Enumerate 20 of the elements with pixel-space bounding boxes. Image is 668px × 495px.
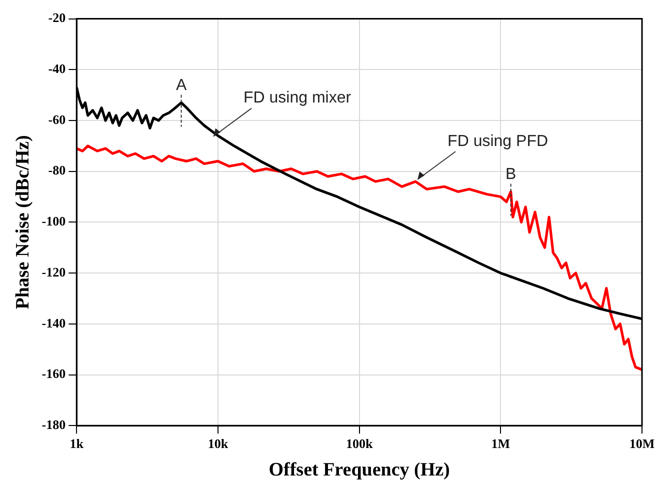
annotation: A [176,77,187,94]
x-tick-label: 10M [629,436,655,451]
y-tick-label: -180 [42,416,66,432]
x-tick-label: 1M [491,436,510,451]
x-tick-label: 10k [208,436,229,451]
y-tick-label: -20 [48,10,66,26]
x-axis-title: Offset Frequency (Hz) [268,460,450,481]
annotation: FD using mixer [244,90,352,107]
annotation: FD using PFD [448,132,548,150]
y-tick-label: -100 [42,214,66,229]
y-tick-label: -40 [48,61,66,76]
y-axis-title: Phase Noise (dBc/Hz) [12,135,34,310]
y-tick-label: -140 [42,315,66,330]
y-tick-label: -160 [42,366,66,382]
annotation: B [505,166,516,184]
y-tick-label: -80 [48,162,66,178]
x-tick-label: 1k [70,436,84,451]
x-tick-label: 100k [346,436,374,451]
y-tick-label: -120 [42,264,66,280]
y-tick-label: -60 [48,112,66,127]
